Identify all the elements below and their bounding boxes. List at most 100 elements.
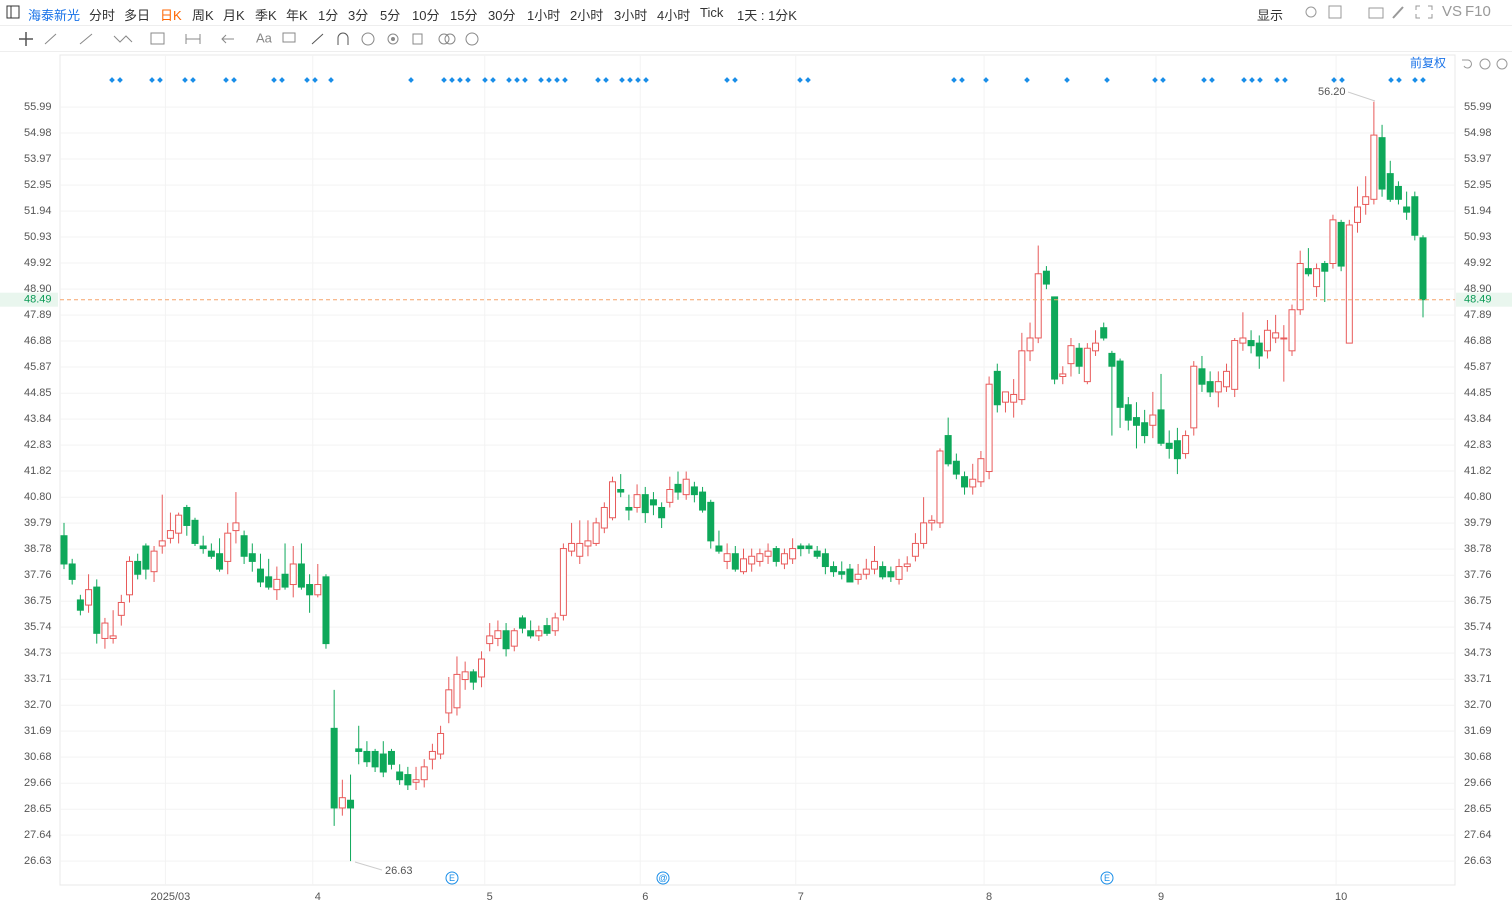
candle-body (830, 566, 838, 573)
candle-body (1329, 219, 1337, 265)
y-tick-label: 39.79 (24, 517, 52, 529)
sidebar-icon[interactable] (6, 5, 20, 19)
y2-tick-label: 36.75 (1464, 595, 1492, 607)
period-tab[interactable]: 3分 (348, 8, 369, 23)
y2-tick-label: 49.92 (1464, 257, 1492, 269)
period-tab[interactable]: 月K (223, 8, 245, 23)
toolbar-icons (1305, 5, 1433, 19)
event-dot (117, 77, 123, 83)
undo-icon[interactable] (1462, 59, 1472, 69)
y-tick-label: 45.87 (24, 361, 52, 373)
candle-body (1026, 337, 1034, 352)
event-dot (182, 77, 188, 83)
period-tab[interactable]: 1小时 (527, 8, 561, 23)
event-dot (1257, 77, 1263, 83)
candle-body (199, 545, 207, 550)
y-tick-label: 54.98 (24, 127, 52, 139)
period-tab[interactable]: 4小时 (657, 8, 691, 23)
event-dot (514, 77, 520, 83)
candle-body (1288, 309, 1296, 352)
period-toolbar: 海泰新光 1天 : 1分K 显示 VS F10 分时 多日 日K 周K 月K 季K 年K 1分… (0, 0, 1512, 26)
drawing-toolbar: Aa (0, 26, 1512, 52)
candle-body (592, 522, 600, 544)
candle-body (478, 658, 486, 678)
candle-body (559, 548, 567, 616)
period-tab[interactable]: 10分 (412, 8, 440, 23)
candle-body (396, 771, 404, 781)
candle-body (658, 506, 666, 519)
f10[interactable]: F10 (1465, 3, 1491, 20)
event-dot (951, 77, 957, 83)
candle-body (306, 584, 314, 596)
period-tab[interactable]: 季K (255, 8, 277, 23)
candle-body (985, 383, 993, 473)
candle-body (183, 506, 191, 526)
candle-body (363, 750, 371, 763)
period-tab[interactable]: 多日 (124, 8, 151, 23)
candle-body (510, 630, 518, 647)
candle-body (1394, 185, 1402, 200)
event-dot (959, 77, 965, 83)
y-tick-label: 33.71 (24, 673, 52, 685)
price-tag-bg (0, 292, 58, 307)
candle-body (789, 548, 797, 560)
period-tab[interactable]: 分时 (89, 8, 116, 23)
adjust-mode[interactable]: 前复权 (1410, 55, 1446, 70)
candle-body (707, 501, 715, 542)
candle-body (993, 370, 1001, 406)
period-tab[interactable]: 日K (160, 8, 182, 23)
period-tab[interactable]: 1分 (318, 8, 339, 23)
zoom-out[interactable] (1479, 58, 1491, 70)
period-tab[interactable]: 30分 (488, 8, 516, 23)
zoom-in[interactable] (1496, 58, 1508, 70)
period-tab[interactable]: 3小时 (614, 8, 648, 23)
compare[interactable]: VS (1442, 3, 1463, 20)
period-tab[interactable]: Tick (700, 5, 724, 20)
y-tick-label: 55.99 (24, 101, 52, 113)
event-label: E (449, 873, 455, 883)
period-tab[interactable]: 5分 (380, 8, 401, 23)
candle-body (936, 450, 944, 524)
event-dot (1339, 77, 1345, 83)
candle-body (600, 506, 608, 529)
event-dot (1104, 77, 1110, 83)
event-dot (457, 77, 463, 83)
y2-tick-label: 26.63 (1464, 855, 1492, 867)
candle-body (265, 576, 273, 588)
candle-body (1075, 347, 1083, 367)
candle-body (117, 602, 125, 616)
candle-body (1386, 173, 1394, 200)
candle-body (731, 553, 739, 570)
candle-body (240, 535, 248, 557)
candle-body (68, 563, 76, 580)
display-menu[interactable]: 显示 (1257, 8, 1284, 23)
candle-body (420, 766, 428, 781)
candle-body (85, 589, 93, 606)
interval[interactable]: 1天 : 1分K (737, 8, 797, 23)
candle-body (1362, 196, 1370, 205)
event-dot (1396, 77, 1402, 83)
text-tool[interactable]: Aa (256, 30, 273, 45)
event-dot (724, 77, 730, 83)
candle-body (175, 514, 183, 534)
candle-body (1239, 337, 1247, 344)
candle-body (1403, 206, 1411, 213)
period-tab[interactable]: 年K (286, 8, 308, 23)
candle-body (723, 553, 731, 562)
y2-tick-label: 45.87 (1464, 361, 1492, 373)
event-dot (546, 77, 552, 83)
candle-body (568, 542, 576, 552)
candle-body (625, 506, 633, 511)
period-tab[interactable]: 周K (192, 8, 214, 23)
candle-body (895, 566, 903, 580)
symbol[interactable]: 海泰新光 (28, 8, 81, 23)
candle-body (379, 753, 387, 773)
y-tick-label: 42.83 (24, 439, 52, 451)
y2-tick-label: 30.68 (1464, 751, 1492, 763)
candle-body (551, 617, 559, 632)
period-tab[interactable]: 15分 (450, 8, 478, 23)
period-tab[interactable]: 2小时 (570, 8, 604, 23)
y2-tick-label: 43.84 (1464, 413, 1492, 425)
event-icon (656, 871, 670, 885)
candle-body (1042, 270, 1050, 285)
